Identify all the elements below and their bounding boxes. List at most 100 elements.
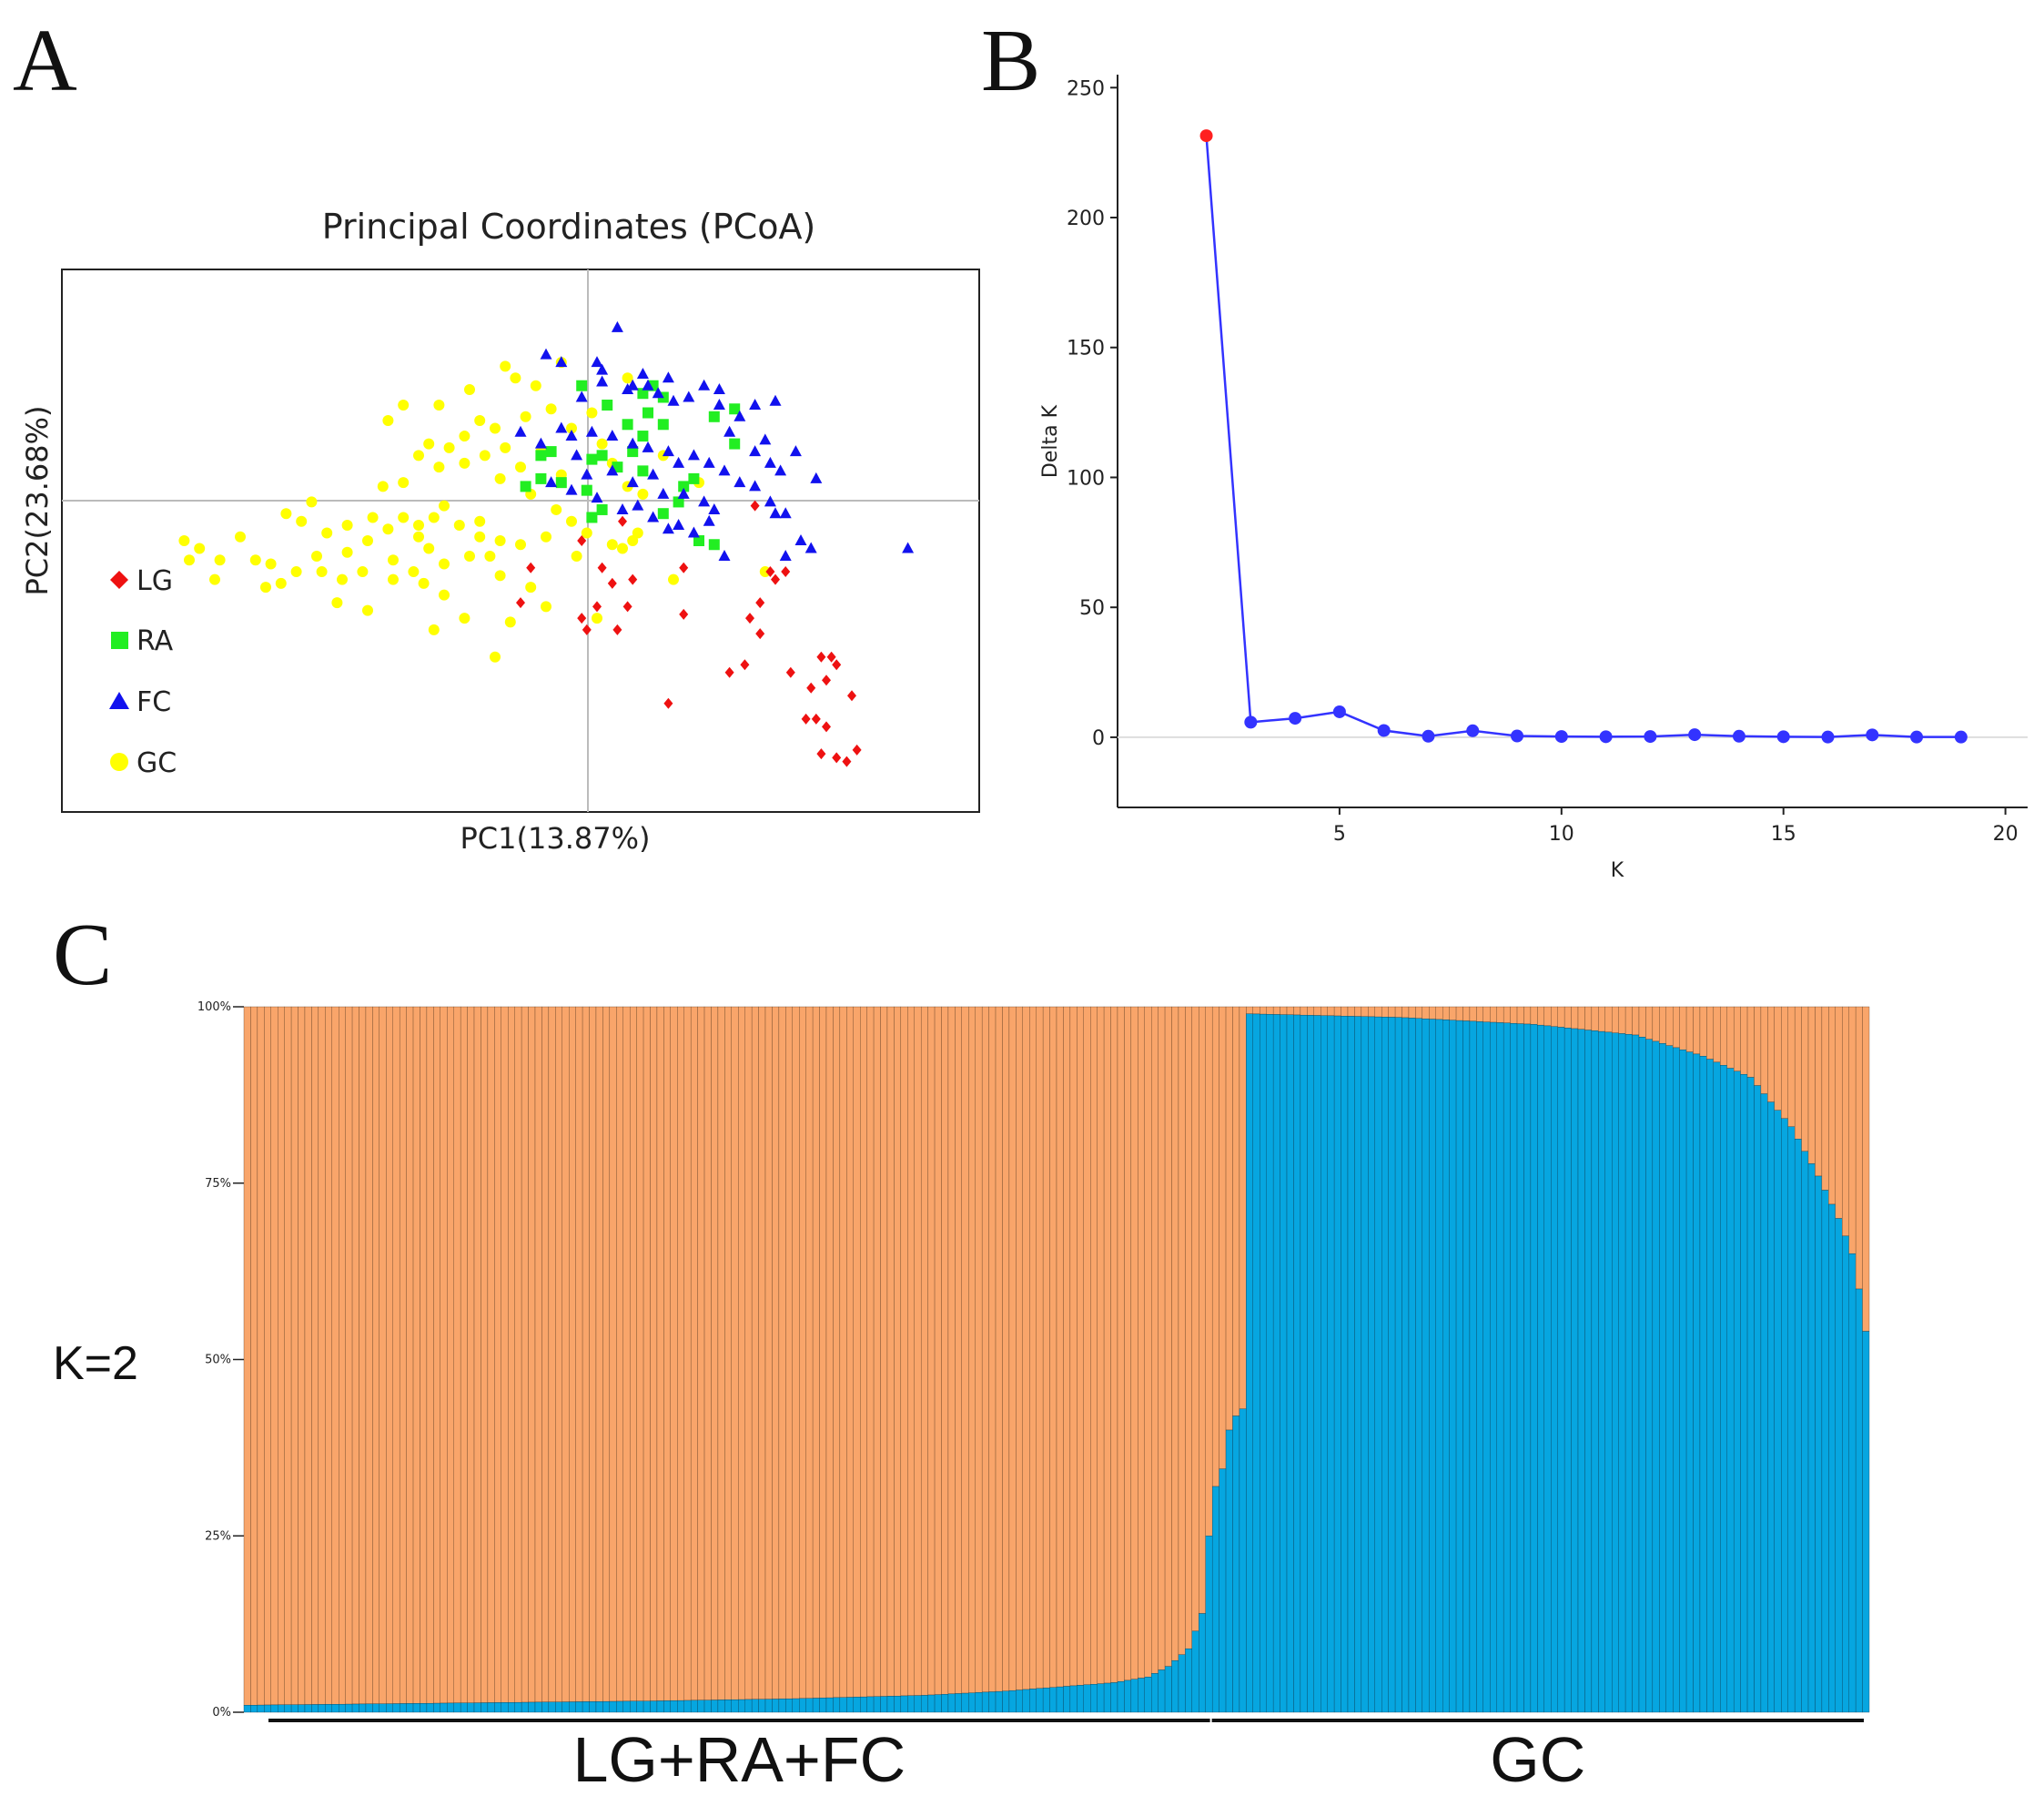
structure-bar-orange-200 — [1598, 1006, 1605, 1032]
pcoa-point-ra-6 — [657, 419, 669, 431]
structure-bar-blue-169 — [1388, 1017, 1396, 1713]
pcoa-point-ra-5 — [643, 407, 653, 419]
structure-bar-blue-90 — [853, 1697, 861, 1713]
structure-bar-orange-225 — [1767, 1006, 1775, 1102]
pcoa-point-ra-19 — [535, 450, 547, 462]
structure-bar-orange-125 — [1090, 1006, 1098, 1685]
structure-bar-orange-48 — [569, 1006, 576, 1702]
structure-bar-orange-146 — [1232, 1006, 1240, 1416]
pcoa-point-lg-19 — [816, 748, 826, 760]
structure-bar-blue-190 — [1530, 1024, 1538, 1713]
legend-ra-marker — [111, 632, 128, 649]
structure-bar-orange-217 — [1713, 1006, 1721, 1063]
structure-bar-blue-98 — [907, 1695, 915, 1713]
pcoa-point-fc-38 — [687, 449, 700, 461]
structure-bar-blue-116 — [1029, 1689, 1037, 1713]
pcoa-point-gc-82 — [637, 488, 649, 500]
structure-bar-blue-197 — [1577, 1029, 1585, 1713]
structure-bar-blue-165 — [1361, 1016, 1369, 1713]
structure-bar-orange-151 — [1266, 1006, 1274, 1015]
structure-bar-blue-57 — [629, 1700, 637, 1713]
structure-bar-blue-100 — [920, 1695, 928, 1713]
structure-bar-orange-75 — [751, 1006, 759, 1700]
structure-bar-blue-149 — [1252, 1013, 1260, 1713]
pcoa-point-gc-8 — [290, 566, 302, 578]
deltak-point-k19 — [1954, 730, 1968, 744]
structure-bar-blue-63 — [670, 1700, 678, 1713]
pcoa-point-fc-58 — [703, 514, 715, 526]
pcoa-point-fc-52 — [616, 502, 629, 514]
structure-bar-orange-79 — [778, 1006, 786, 1699]
structure-bar-blue-173 — [1415, 1018, 1423, 1713]
deltak-xlabel: K — [1611, 859, 1624, 882]
structure-bar-orange-15 — [345, 1006, 353, 1705]
pcoa-point-fc-12 — [749, 399, 762, 410]
pcoa-point-fc-16 — [764, 456, 776, 468]
structure-bar-orange-45 — [548, 1006, 556, 1702]
structure-bar-orange-148 — [1246, 1006, 1253, 1014]
pcoa-point-gc-14 — [388, 573, 399, 585]
pcoa-point-lg-34 — [679, 562, 689, 573]
pcoa-point-lg-4 — [755, 597, 765, 609]
structure-bar-blue-68 — [703, 1699, 712, 1713]
deltak-ytick-label-150: 150 — [1067, 338, 1105, 360]
structure-bar-blue-13 — [331, 1704, 339, 1713]
structure-bar-blue-186 — [1503, 1022, 1511, 1713]
structure-bar-blue-213 — [1685, 1051, 1694, 1713]
pcoa-point-gc-44 — [459, 457, 471, 469]
structure-bar-blue-31 — [453, 1702, 461, 1713]
structure-bar-blue-135 — [1158, 1669, 1166, 1713]
deltak-point-k6 — [1377, 724, 1391, 737]
pcoa-point-fc-34 — [626, 437, 639, 449]
structure-bar-blue-134 — [1151, 1673, 1159, 1713]
deltak-xtick-label-10: 10 — [1549, 823, 1574, 846]
pcoa-legend: LG RA FC GC — [109, 565, 177, 779]
structure-bar-blue-121 — [1063, 1686, 1071, 1713]
pcoa-point-fc-69 — [571, 449, 583, 461]
structure-bar-orange-203 — [1618, 1006, 1626, 1034]
structure-bar-orange-170 — [1394, 1006, 1402, 1018]
pcoa-point-gc-53 — [459, 431, 471, 442]
pcoa-point-ra-29 — [708, 539, 720, 551]
structure-bar-orange-34 — [473, 1006, 481, 1703]
structure-bar-orange-108 — [975, 1006, 983, 1693]
structure-bar-orange-221 — [1740, 1006, 1748, 1075]
structure-bar-blue-158 — [1313, 1015, 1321, 1713]
structure-bar-blue-139 — [1185, 1649, 1193, 1713]
structure-bar-orange-144 — [1219, 1006, 1227, 1469]
pcoa-point-ra-23 — [555, 477, 567, 489]
structure-bar-blue-107 — [968, 1692, 976, 1713]
structure-bar-orange-127 — [1103, 1006, 1111, 1684]
legend-gc-label: GC — [137, 747, 177, 779]
pcoa-chart: Principal Coordinates (PCoA) PC1(13.87%)… — [20, 207, 980, 856]
structure-bar-blue-70 — [717, 1699, 725, 1713]
pcoa-point-gc-89 — [362, 604, 373, 616]
structure-bar-blue-160 — [1327, 1015, 1335, 1713]
structure-bar-blue-133 — [1144, 1677, 1152, 1713]
pcoa-point-ra-15 — [678, 481, 690, 492]
pcoa-point-fc-39 — [703, 456, 715, 468]
structure-bar-blue-4 — [270, 1704, 278, 1713]
structure-bar-orange-96 — [894, 1006, 902, 1697]
pcoa-point-gc-87 — [311, 551, 322, 563]
structure-bar-orange-63 — [670, 1006, 678, 1701]
pcoa-point-gc-16 — [418, 577, 430, 589]
pcoa-point-gc-28 — [321, 527, 333, 539]
structure-bar-blue-142 — [1205, 1536, 1213, 1713]
pcoa-point-lg-33 — [612, 624, 622, 635]
pcoa-point-gc-25 — [280, 508, 292, 520]
structure-bar-orange-204 — [1624, 1006, 1633, 1035]
deltak-ylabel: Delta K — [1039, 404, 1062, 478]
structure-bar-orange-5 — [278, 1006, 285, 1706]
structure-bar-orange-28 — [433, 1006, 440, 1704]
pcoa-point-gc-58 — [530, 380, 541, 391]
structure-bar-orange-31 — [453, 1006, 461, 1704]
deltak-point-k18 — [1910, 730, 1924, 744]
deltak-xtick-label-20: 20 — [1993, 823, 2019, 846]
structure-bar-orange-122 — [1069, 1006, 1078, 1687]
structure-bar-orange-36 — [487, 1006, 495, 1703]
structure-bar-blue-11 — [318, 1704, 326, 1713]
structure-bar-orange-113 — [1008, 1006, 1017, 1691]
pcoa-point-fc-26 — [718, 550, 731, 562]
pcoa-point-ra-10 — [729, 438, 741, 450]
